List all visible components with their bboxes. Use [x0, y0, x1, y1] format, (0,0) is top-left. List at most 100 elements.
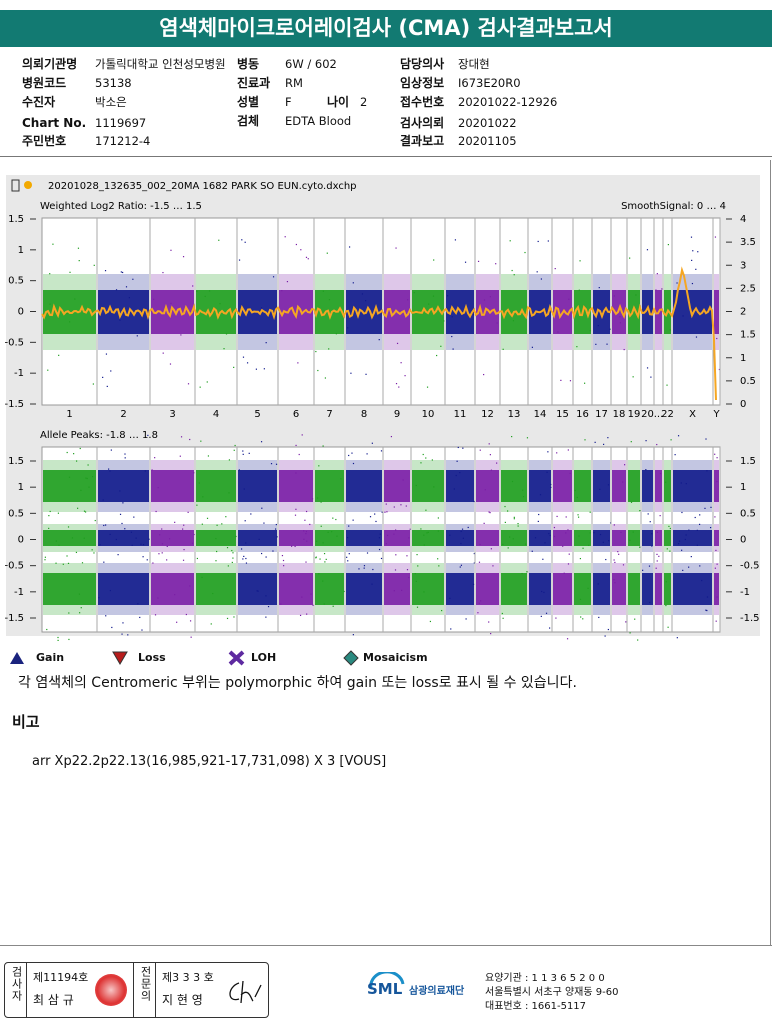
- signal-dot: [69, 271, 71, 273]
- signal-dot: [642, 569, 644, 571]
- signal-dot: [678, 540, 681, 542]
- field-value: EDTA Blood: [285, 114, 352, 128]
- signal-dot: [540, 615, 542, 617]
- signal-dot: [690, 556, 692, 558]
- signal-dot: [502, 543, 504, 545]
- signal-dot: [260, 307, 263, 309]
- signal-dot: [582, 618, 584, 620]
- signal-dot: [142, 544, 145, 546]
- signal-dot: [715, 549, 717, 552]
- field-label: Chart No.: [22, 116, 87, 130]
- signal-dot: [714, 567, 716, 569]
- signal-dot: [483, 373, 485, 376]
- signal-dot: [46, 628, 48, 631]
- chromosome-label: 6: [293, 409, 299, 420]
- signal-dot: [110, 370, 112, 372]
- signal-core: [673, 530, 712, 546]
- signal-dot: [124, 457, 126, 459]
- signal-core: [714, 470, 719, 502]
- signal-dot: [182, 528, 184, 530]
- signal-core: [574, 530, 591, 546]
- remarks-text: arr Xp22.2p22.13(16,985,921-17,731,098) …: [32, 754, 387, 769]
- signal-dot: [208, 290, 211, 292]
- signal-dot: [193, 533, 195, 536]
- signal-core: [642, 290, 653, 334]
- signal-dot: [242, 558, 244, 560]
- signal-dot: [682, 569, 684, 571]
- signal-dot: [139, 616, 141, 619]
- signal-dot: [104, 270, 107, 272]
- signal-dot: [152, 562, 154, 564]
- signal-dot: [669, 527, 671, 530]
- signal-dot: [509, 536, 511, 538]
- signal-dot: [297, 362, 299, 364]
- signal-dot: [531, 550, 533, 552]
- signal-dot: [322, 542, 324, 544]
- signal-dot: [68, 476, 71, 478]
- chromosome-label: 7: [326, 409, 332, 420]
- signal-dot: [685, 483, 687, 485]
- signal-dot: [366, 552, 369, 554]
- signal-dot: [480, 600, 482, 602]
- signal-dot: [190, 636, 192, 638]
- signal-dot: [128, 297, 130, 299]
- signal-dot: [582, 547, 584, 549]
- signal-dot: [84, 511, 87, 513]
- signal-dot: [489, 512, 491, 514]
- signal-dot: [685, 534, 687, 536]
- signal-dot: [400, 362, 402, 364]
- signal-dot: [483, 299, 486, 301]
- signal-dot: [460, 530, 462, 533]
- signal-dot: [415, 484, 417, 487]
- signal-dot: [405, 505, 407, 507]
- signal-dot: [598, 616, 600, 619]
- signal-core: [593, 530, 610, 546]
- signal-dot: [511, 435, 513, 438]
- signal-dot: [265, 556, 267, 558]
- signal-dot: [667, 626, 669, 628]
- signal-dot: [174, 521, 176, 523]
- signal-dot: [200, 440, 202, 442]
- signal-dot: [311, 498, 314, 500]
- signal-dot: [706, 470, 708, 472]
- signal-dot: [307, 258, 309, 260]
- signal-dot: [119, 490, 121, 492]
- signal-dot: [613, 524, 615, 526]
- signal-dot: [427, 531, 429, 533]
- signal-dot: [154, 457, 156, 459]
- signal-core: [476, 530, 499, 546]
- signal-dot: [58, 354, 60, 356]
- panel-right-label: SmoothSignal: 0 … 4: [621, 201, 726, 212]
- signal-dot: [632, 376, 634, 378]
- y-tick-label: 1.5: [8, 214, 24, 225]
- signal-dot: [154, 614, 157, 616]
- signal-dot: [704, 507, 706, 509]
- chromosome-label: 12: [481, 409, 494, 420]
- signal-core: [412, 470, 444, 502]
- signal-dot: [374, 513, 376, 515]
- signal-dot: [545, 612, 548, 614]
- signal-dot: [479, 449, 481, 451]
- signal-dot: [714, 453, 716, 455]
- signal-dot: [651, 533, 653, 535]
- signal-dot: [544, 542, 546, 544]
- signal-dot: [80, 489, 82, 491]
- signal-dot: [599, 488, 601, 490]
- signal-core: [384, 573, 410, 605]
- signal-dot: [599, 533, 602, 536]
- loss-icon: [112, 651, 128, 665]
- signal-core: [628, 530, 640, 546]
- signal-dot: [155, 510, 157, 513]
- signal-core: [315, 530, 344, 546]
- signal-dot: [502, 348, 504, 350]
- signal-dot: [346, 556, 348, 558]
- chromosome-label: Y: [712, 409, 720, 420]
- legend-icons: [10, 650, 359, 666]
- signal-dot: [185, 613, 187, 616]
- signal-dot: [489, 454, 491, 456]
- signal-dot: [332, 517, 334, 519]
- signal-core: [446, 530, 474, 546]
- signal-dot: [472, 583, 475, 585]
- signal-dot: [109, 533, 111, 536]
- signal-dot: [577, 514, 579, 516]
